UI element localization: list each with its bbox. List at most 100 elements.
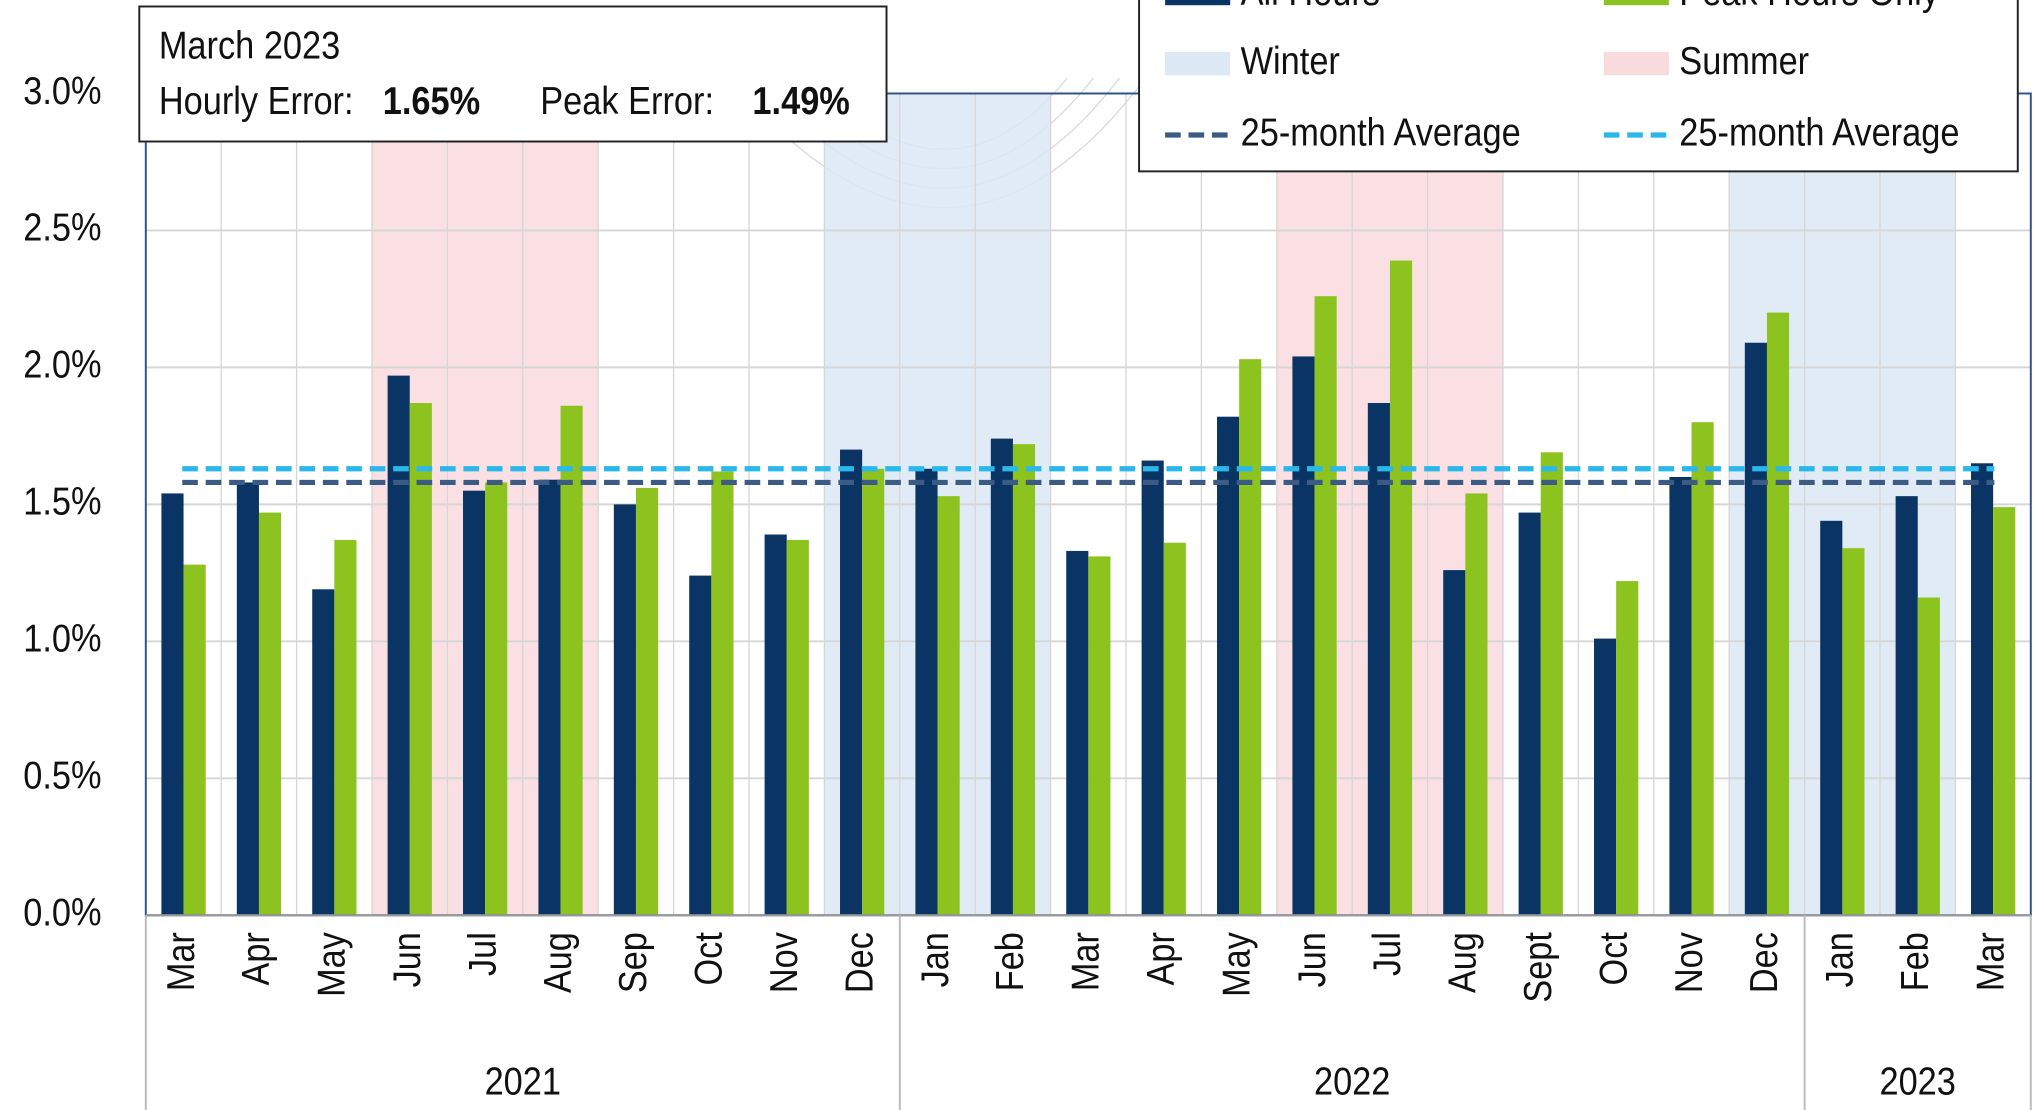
annotation-title: March 2023 — [159, 23, 340, 66]
bar — [840, 449, 863, 916]
bar — [1239, 359, 1262, 916]
bar — [387, 375, 410, 916]
annotation-value: 1.49% — [752, 79, 849, 122]
bar — [1766, 312, 1790, 916]
bar — [538, 479, 561, 916]
legend-label: Winter — [1241, 39, 1340, 82]
bar — [236, 482, 259, 916]
x-tick-label: Sept — [1516, 932, 1560, 1003]
bar — [1314, 296, 1337, 916]
legend-swatch — [1165, 51, 1231, 76]
bar — [1443, 570, 1466, 916]
legend-label: 25-month Average — [1679, 110, 1959, 153]
y-tick-label: 2.0% — [23, 343, 101, 386]
bar — [1842, 548, 1865, 916]
bar — [1993, 507, 2016, 916]
bar — [1820, 520, 1843, 916]
x-tick-label: Mar — [1968, 932, 2012, 991]
x-tick-label: Jul — [1365, 932, 1409, 976]
annotation-label: Hourly Error: — [159, 79, 354, 122]
bar — [1540, 452, 1563, 916]
x-tick-label: Mar — [1064, 932, 1108, 991]
bar — [1066, 550, 1089, 916]
legend-label: Peak Hours Only — [1679, 0, 1939, 14]
x-tick-label: Aug — [1441, 932, 1485, 993]
bar — [1917, 597, 1940, 916]
bar — [334, 539, 357, 916]
legend-swatch — [1603, 0, 1669, 6]
bar — [1217, 416, 1240, 916]
y-tick-label: 0.5% — [23, 754, 101, 797]
bar — [560, 405, 583, 916]
bar — [862, 468, 885, 916]
group-label: 2021 — [485, 1059, 561, 1102]
bar — [1691, 422, 1714, 916]
x-tick-label: Jun — [385, 932, 429, 987]
x-tick-label: Jun — [1290, 932, 1334, 987]
bar — [463, 490, 486, 916]
y-tick-label: 0.0% — [23, 891, 101, 934]
bar — [485, 482, 508, 916]
bar — [258, 512, 282, 916]
bar — [1616, 581, 1639, 916]
x-tick-label: Oct — [687, 932, 731, 985]
x-tick-label: Apr — [1139, 932, 1183, 985]
bar — [1465, 493, 1488, 916]
bar — [915, 468, 938, 916]
x-tick-label: Nov — [762, 932, 806, 994]
bar — [1669, 476, 1692, 916]
legend-swatch — [1603, 51, 1669, 76]
y-tick-label: 2.5% — [23, 206, 101, 249]
x-tick-label: May — [1214, 932, 1258, 997]
x-tick-label: Jul — [460, 932, 504, 976]
bar — [1012, 444, 1036, 916]
x-tick-label: Dec — [1742, 932, 1786, 993]
x-tick-label: Apr — [234, 932, 278, 985]
bar — [1971, 463, 1994, 916]
bar — [764, 534, 787, 916]
x-tick-label: Feb — [988, 932, 1032, 991]
bar — [1163, 542, 1186, 916]
bar — [1367, 403, 1390, 916]
annotation-label: Peak Error: — [540, 79, 714, 122]
x-tick-label: Nov — [1667, 932, 1711, 994]
y-tick-label: 1.0% — [23, 617, 101, 660]
bar — [1744, 342, 1767, 916]
legend-label: All Hours — [1241, 0, 1380, 14]
bar — [1088, 556, 1111, 916]
bar — [161, 493, 184, 916]
bar — [613, 504, 636, 916]
legend-swatch — [1165, 0, 1231, 6]
x-tick-label: May — [310, 932, 354, 997]
group-label: 2023 — [1879, 1059, 1955, 1102]
legend-label: 25-month Average — [1241, 110, 1521, 153]
y-tick-label: 1.5% — [23, 480, 101, 523]
bar — [990, 438, 1013, 916]
bar — [1141, 460, 1164, 916]
bar — [786, 539, 809, 916]
group-label: 2022 — [1314, 1059, 1390, 1102]
x-tick-label: Dec — [837, 932, 881, 993]
bar — [937, 496, 960, 916]
x-tick-label: Aug — [536, 932, 580, 993]
y-tick-label: 3.0% — [23, 69, 101, 112]
bar — [1518, 512, 1541, 916]
x-tick-label: Oct — [1591, 932, 1635, 985]
x-tick-label: Jan — [913, 932, 957, 987]
annotation-value: 1.65% — [383, 79, 480, 122]
bar — [1389, 260, 1413, 916]
bar — [711, 471, 734, 916]
x-tick-label: Mar — [159, 932, 203, 991]
x-tick-label: Sep — [611, 932, 655, 993]
bar — [312, 589, 335, 916]
bar — [1594, 638, 1617, 916]
bar — [409, 403, 432, 916]
legend-label: Summer — [1679, 39, 1809, 82]
x-tick-label: Feb — [1893, 932, 1937, 991]
bar — [1895, 496, 1918, 916]
bar — [1292, 356, 1315, 916]
x-tick-label: Jan — [1818, 932, 1862, 987]
legend-box — [1138, 0, 2019, 173]
bar — [689, 575, 712, 916]
